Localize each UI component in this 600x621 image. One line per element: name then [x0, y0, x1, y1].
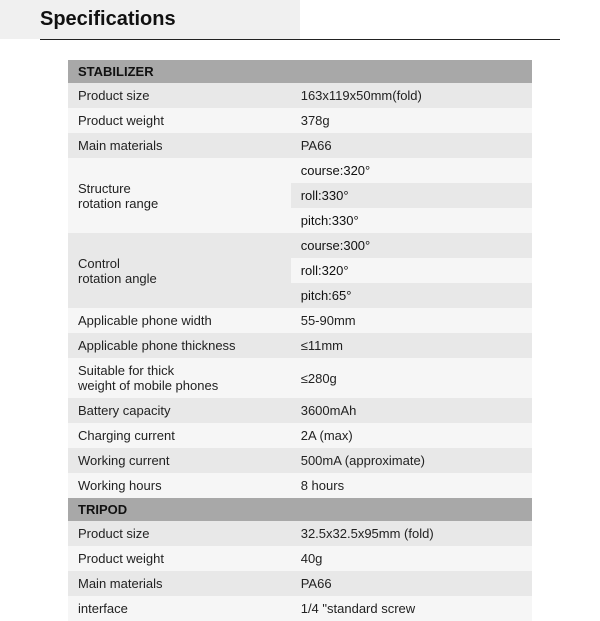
- spec-value: 2A (max): [291, 423, 532, 448]
- spec-label: Applicable phone thickness: [68, 333, 291, 358]
- spec-label: Applicable phone width: [68, 308, 291, 333]
- spec-table: STABILIZER Product size 163x119x50mm(fol…: [68, 60, 532, 621]
- spec-value: 378g: [291, 108, 532, 133]
- spec-label: Battery capacity: [68, 398, 291, 423]
- spec-value: 3600mAh: [291, 398, 532, 423]
- spec-value: 40g: [291, 546, 532, 571]
- spec-label-line: rotation angle: [78, 271, 157, 286]
- spec-value: course:300°: [291, 233, 532, 258]
- table-row: Applicable phone thickness ≤11mm: [68, 333, 532, 358]
- table-row: Battery capacity 3600mAh: [68, 398, 532, 423]
- spec-label: Working hours: [68, 473, 291, 498]
- spec-table-wrap: STABILIZER Product size 163x119x50mm(fol…: [68, 60, 532, 621]
- spec-label: Main materials: [68, 133, 291, 158]
- section-header-stabilizer: STABILIZER: [68, 60, 532, 83]
- table-row: Structure rotation range course:320°: [68, 158, 532, 183]
- spec-value: ≤280g: [291, 358, 532, 398]
- table-row: Charging current 2A (max): [68, 423, 532, 448]
- table-row: Applicable phone width 55-90mm: [68, 308, 532, 333]
- table-row: Main materials PA66: [68, 133, 532, 158]
- page: Specifications STABILIZER Product size 1…: [0, 0, 600, 600]
- section-header-label: TRIPOD: [68, 498, 532, 521]
- spec-label: Charging current: [68, 423, 291, 448]
- section-header-tripod: TRIPOD: [68, 498, 532, 521]
- spec-label: Product size: [68, 521, 291, 546]
- table-row: Product size 32.5x32.5x95mm (fold): [68, 521, 532, 546]
- spec-label: Structure rotation range: [68, 158, 291, 233]
- spec-value: pitch:330°: [291, 208, 532, 233]
- spec-value: pitch:65°: [291, 283, 532, 308]
- spec-value: 32.5x32.5x95mm (fold): [291, 521, 532, 546]
- page-title: Specifications: [40, 8, 176, 30]
- spec-value: 8 hours: [291, 473, 532, 498]
- spec-label-line: Suitable for thick: [78, 363, 174, 378]
- title-underline: [40, 39, 560, 40]
- spec-label: Main materials: [68, 571, 291, 596]
- spec-label-line: Control: [78, 256, 120, 271]
- table-row: Working hours 8 hours: [68, 473, 532, 498]
- spec-value: PA66: [291, 133, 532, 158]
- section-header-label: STABILIZER: [68, 60, 532, 83]
- table-row: Product size 163x119x50mm(fold): [68, 83, 532, 108]
- spec-value: roll:330°: [291, 183, 532, 208]
- title-band: Specifications: [0, 0, 300, 39]
- spec-value: 55-90mm: [291, 308, 532, 333]
- spec-label: Product weight: [68, 108, 291, 133]
- title-area: Specifications: [0, 0, 600, 46]
- spec-label-line: rotation range: [78, 196, 158, 211]
- spec-value: 163x119x50mm(fold): [291, 83, 532, 108]
- spec-value: course:320°: [291, 158, 532, 183]
- spec-label: Product size: [68, 83, 291, 108]
- spec-label: Control rotation angle: [68, 233, 291, 308]
- table-row: Control rotation angle course:300°: [68, 233, 532, 258]
- spec-value: PA66: [291, 571, 532, 596]
- spec-value: ≤11mm: [291, 333, 532, 358]
- spec-value: roll:320°: [291, 258, 532, 283]
- table-row: Product weight 40g: [68, 546, 532, 571]
- spec-value: 500mA (approximate): [291, 448, 532, 473]
- table-row: Main materials PA66: [68, 571, 532, 596]
- spec-label: Product weight: [68, 546, 291, 571]
- spec-label: Suitable for thick weight of mobile phon…: [68, 358, 291, 398]
- spec-label-line: Structure: [78, 181, 131, 196]
- table-row: Suitable for thick weight of mobile phon…: [68, 358, 532, 398]
- spec-label-line: weight of mobile phones: [78, 378, 218, 393]
- table-row: Working current 500mA (approximate): [68, 448, 532, 473]
- table-row: Product weight 378g: [68, 108, 532, 133]
- spec-label: Working current: [68, 448, 291, 473]
